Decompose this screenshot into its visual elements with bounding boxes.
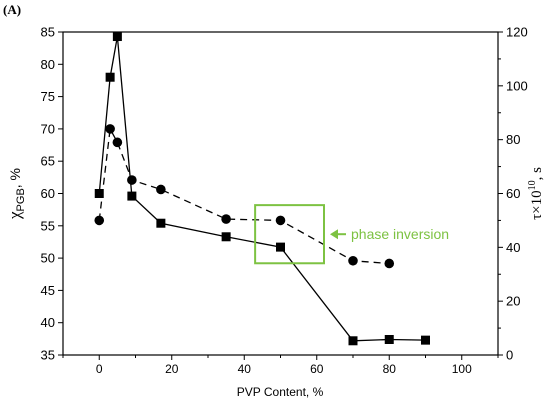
right-y-tick-label: 100 — [506, 78, 528, 93]
axis-ticks: 0 20 40 60 80 100 35 40 45 50 55 60 65 70 75 80 85 0 20 40 6… — [41, 25, 528, 377]
square-marker — [221, 232, 231, 242]
left-y-tick-label: 65 — [41, 154, 55, 169]
series-line-1 — [98, 36, 426, 342]
square-marker — [112, 32, 122, 42]
left-y-tick-label: 70 — [41, 121, 55, 136]
square-marker — [384, 334, 394, 344]
x-tick-label: 20 — [165, 362, 179, 376]
circle-marker — [94, 215, 105, 226]
square-marker — [348, 336, 358, 346]
series-lines — [98, 36, 426, 342]
circle-marker — [221, 214, 231, 224]
phase-inversion-annotation: phase inversion — [254, 204, 449, 265]
x-tick-label: 0 — [96, 362, 103, 376]
right-y-tick-label: 20 — [506, 294, 520, 309]
square-marker — [127, 191, 137, 201]
square-marker — [94, 189, 104, 198]
panel-label: (A) — [3, 2, 21, 17]
circle-marker — [348, 255, 358, 266]
square-marker — [156, 218, 166, 228]
square-marker — [421, 335, 430, 345]
left-y-tick-label: 55 — [41, 218, 55, 233]
right-y-tick-label: 120 — [506, 25, 528, 40]
series-line-2 — [98, 126, 390, 265]
circle-marker — [156, 184, 166, 195]
right-y-tick-label: 0 — [506, 348, 513, 363]
left-y-tick-label: 40 — [41, 315, 55, 330]
left-y-tick-label: 60 — [41, 186, 55, 201]
series-markers — [94, 32, 430, 346]
x-axis-label: PVP Content, % — [237, 385, 324, 399]
x-tick-label: 40 — [238, 362, 252, 376]
circle-marker — [384, 258, 395, 269]
left-y-axis-title: χPGB, % — [5, 168, 27, 220]
annotation-box — [254, 204, 325, 265]
circle-marker — [112, 137, 123, 148]
left-y-tick-label: 35 — [41, 348, 55, 363]
circle-marker — [105, 124, 115, 134]
right-y-tick-label: 80 — [506, 132, 520, 147]
circle-marker — [275, 215, 286, 226]
x-tick-label: 60 — [310, 362, 324, 376]
left-y-tick-label: 45 — [41, 283, 55, 298]
left-y-tick-label: 85 — [41, 25, 55, 40]
left-y-tick-label: 75 — [41, 89, 55, 104]
left-y-tick-label: 80 — [41, 57, 55, 72]
square-marker — [105, 72, 115, 82]
left-y-tick-label: 50 — [41, 251, 55, 266]
annotation-text: phase inversion — [351, 226, 449, 242]
right-y-axis-title: τ×1010, s — [527, 167, 545, 220]
arrow-left-icon — [330, 229, 338, 240]
right-y-axis-label: τ×1010, s — [527, 167, 545, 220]
square-marker — [276, 242, 285, 252]
circle-marker — [127, 175, 137, 185]
x-tick-label: 100 — [452, 362, 472, 376]
right-y-tick-label: 40 — [506, 240, 520, 255]
right-y-tick-label: 60 — [506, 186, 520, 201]
left-y-axis-label: χPGB, % — [5, 168, 27, 220]
x-tick-label: 80 — [383, 362, 397, 376]
